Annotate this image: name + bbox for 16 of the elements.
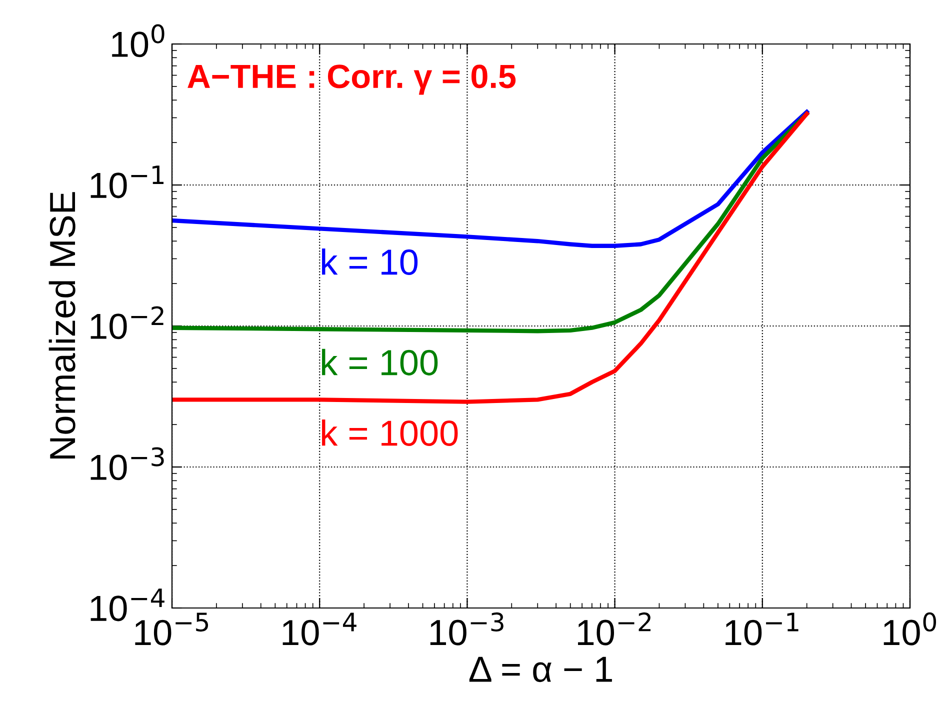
x-tick-label: 10$^{0}$ [884, 612, 936, 646]
text: A−THE : Corr. γ = 0.5 [188, 64, 516, 95]
x-tick-label: 10$^{−4}$ [282, 612, 356, 646]
y-tick-label: 10$^{−1}$ [90, 166, 164, 198]
series-label: k = 1000 [322, 420, 458, 446]
x-tick-label: 10$^{−5}$ [135, 612, 208, 646]
x-tick-label: 10$^{−3}$ [430, 612, 504, 646]
x-tick-label: 10$^{−1}$ [726, 612, 798, 646]
series-label: k = 100 [322, 348, 438, 376]
y-tick-label: 10$^{0}$ [112, 24, 164, 58]
series-label: k = 10 [322, 248, 418, 275]
y-axis-title: Normalized MSE [48, 192, 76, 458]
y-tick-label: 10$^{−2}$ [90, 306, 164, 340]
x-tick-label: 10$^{−2}$ [578, 612, 650, 646]
x-axis-title: Δ = α − 1 [469, 656, 612, 682]
y-tick-label: 10$^{−3}$ [90, 447, 164, 480]
